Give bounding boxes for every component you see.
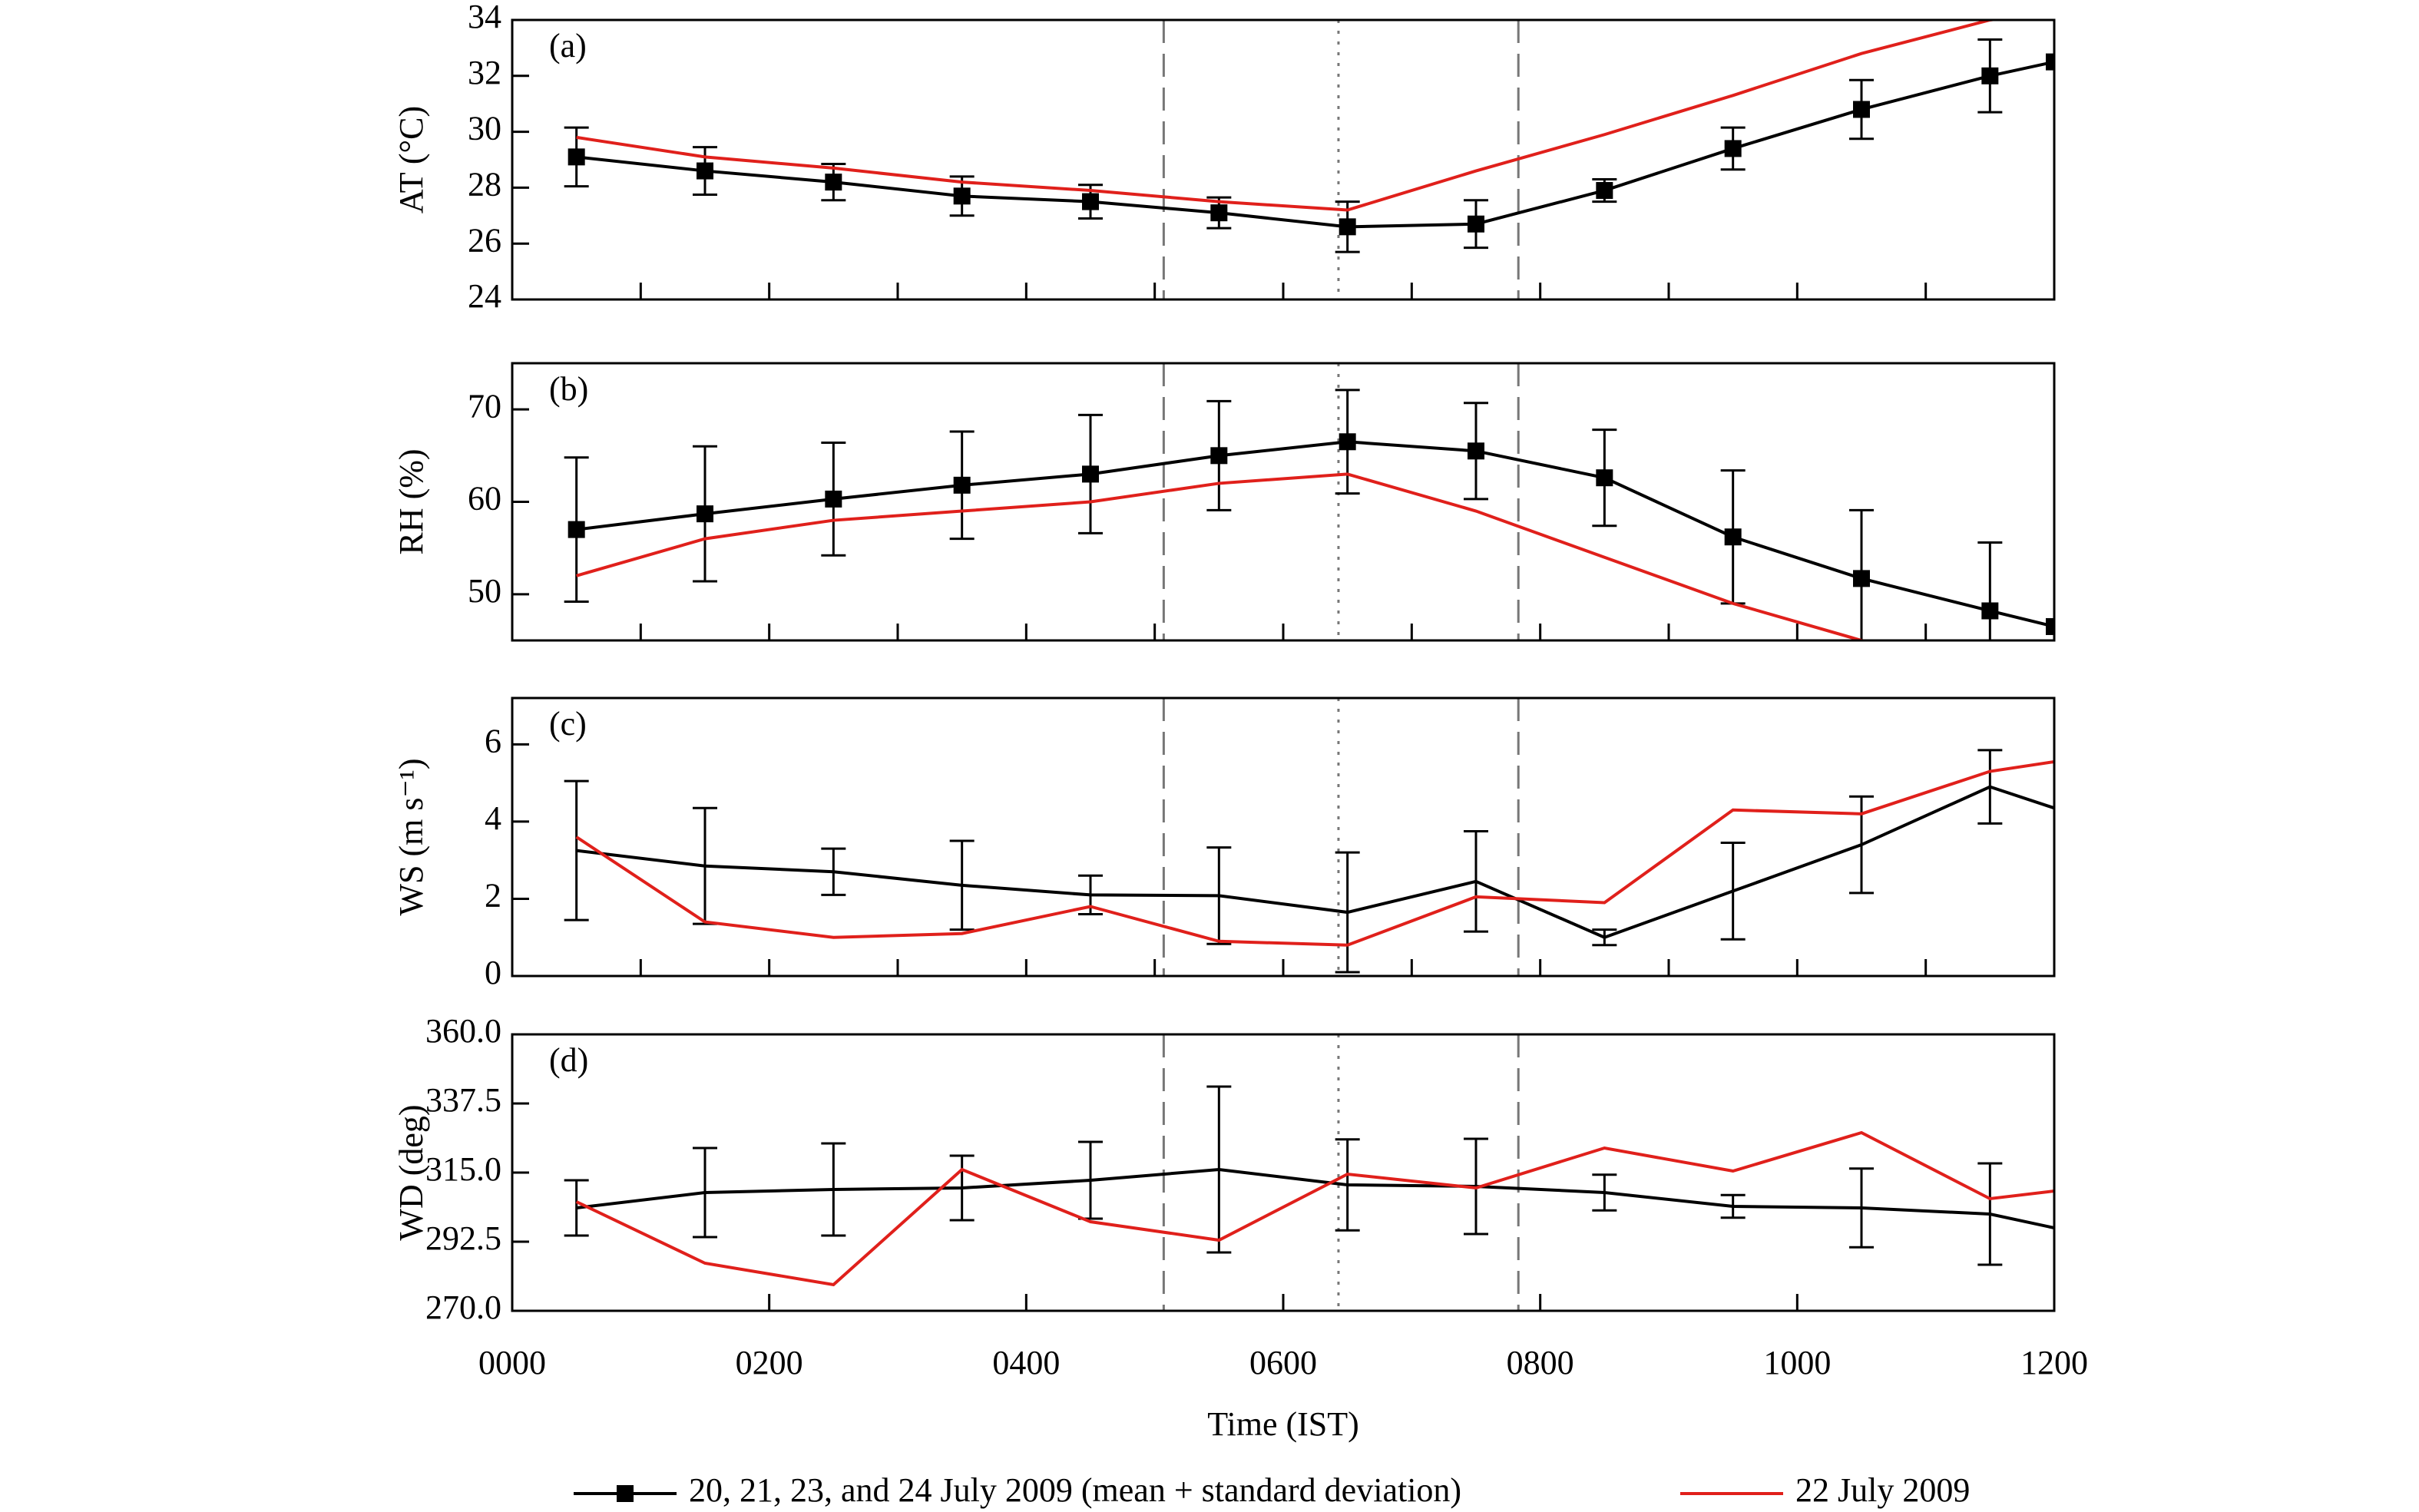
marker	[953, 476, 971, 494]
axes-frame	[511, 1033, 2056, 1312]
y-axis-label: WS (m s⁻¹)	[392, 758, 430, 915]
marker	[1082, 193, 1099, 210]
axes-frame	[511, 362, 2056, 642]
y-tick-label: 292.5	[425, 1219, 501, 1257]
y-axis-label: AT (°C)	[392, 106, 430, 213]
x-tick-label: 1000	[1763, 1344, 1831, 1381]
y-tick-label: 315.0	[425, 1150, 501, 1188]
marker	[1853, 101, 1870, 118]
axes-frame	[511, 18, 2056, 301]
y-tick-label: 34	[468, 0, 501, 35]
marker	[1724, 140, 1742, 157]
marker	[568, 148, 585, 166]
marker	[697, 162, 713, 180]
panel-label: (b)	[549, 370, 588, 408]
y-axis-label: WD (deg)	[392, 1104, 430, 1240]
x-tick-label: 1200	[2020, 1344, 2088, 1381]
marker	[2046, 617, 2054, 635]
x-axis-label: Time (IST)	[1207, 1405, 1359, 1443]
x-tick-label: 0200	[736, 1344, 803, 1381]
marker	[1339, 433, 1356, 451]
series-line	[576, 785, 2054, 939]
marker	[1596, 469, 1613, 487]
y-tick-label: 0	[485, 954, 501, 991]
series-line	[576, 1167, 2054, 1229]
y-tick-label: 32	[468, 54, 501, 91]
marker	[1853, 570, 1870, 587]
legend-marker	[617, 1485, 634, 1502]
panel-label: (d)	[549, 1041, 588, 1079]
y-tick-label: 4	[485, 799, 501, 837]
plot-area	[564, 749, 2054, 974]
marker	[1981, 602, 1999, 620]
plot-area	[564, 1085, 2054, 1287]
series-line	[576, 472, 1868, 640]
panel-label: (c)	[549, 705, 587, 743]
marker	[1596, 182, 1613, 200]
panel-label: (a)	[549, 27, 587, 65]
series-line	[575, 759, 2054, 947]
marker	[1339, 218, 1356, 236]
marker	[697, 505, 713, 523]
marker	[825, 490, 842, 508]
marker	[825, 174, 842, 191]
x-tick-label: 0600	[1249, 1344, 1317, 1381]
y-tick-label: 30	[468, 110, 501, 147]
y-axis-label: RH (%)	[392, 448, 430, 554]
marker	[1724, 528, 1742, 546]
y-tick-label: 270.0	[425, 1289, 501, 1326]
marker	[1468, 442, 1484, 460]
series-line	[576, 60, 2054, 229]
x-tick-label: 0800	[1507, 1344, 1574, 1381]
marker	[1082, 465, 1099, 483]
marker	[1210, 447, 1228, 465]
marker	[953, 187, 971, 205]
series-line	[575, 1130, 2054, 1287]
marker	[1981, 67, 1999, 84]
axes-frame	[511, 696, 2056, 978]
legend-label: 22 July 2009	[1795, 1471, 1970, 1509]
x-tick-label: 0000	[478, 1344, 546, 1381]
plot-area	[564, 389, 2054, 640]
y-tick-label: 60	[468, 480, 501, 518]
y-tick-label: 70	[468, 387, 501, 425]
marker	[1210, 204, 1228, 222]
x-tick-label: 0400	[992, 1344, 1060, 1381]
marker	[568, 521, 585, 538]
marker	[2046, 53, 2054, 71]
y-tick-label: 6	[485, 722, 501, 759]
y-tick-label: 360.0	[425, 1012, 501, 1050]
y-tick-label: 28	[468, 165, 501, 203]
marker	[1468, 215, 1484, 233]
series-line	[576, 20, 2002, 212]
legend-label: 20, 21, 23, and 24 July 2009 (mean + sta…	[689, 1471, 1461, 1509]
y-tick-label: 2	[485, 877, 501, 915]
y-tick-label: 337.5	[425, 1081, 501, 1119]
y-tick-label: 26	[468, 221, 501, 259]
series-line	[576, 440, 2054, 628]
plot-area	[564, 20, 2054, 253]
y-tick-label: 24	[468, 277, 501, 315]
y-tick-label: 50	[468, 572, 501, 610]
